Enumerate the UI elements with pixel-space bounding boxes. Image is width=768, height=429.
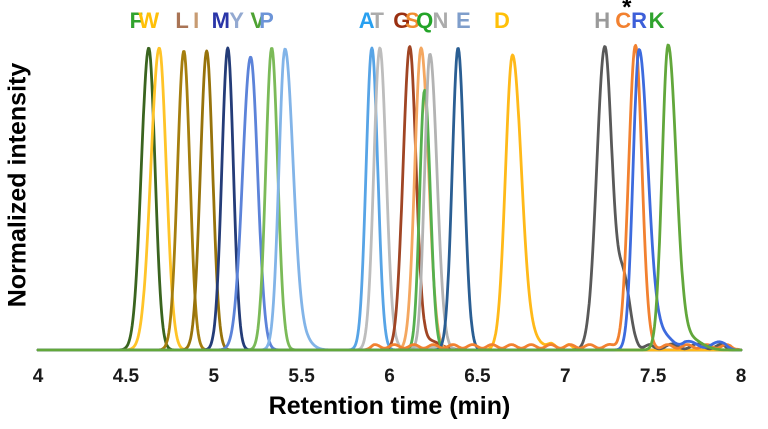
- x-axis-label: Retention time (min): [268, 392, 511, 420]
- analyte-label-C: C: [615, 8, 631, 33]
- x-tick-5: 5: [209, 366, 220, 387]
- analyte-label-T: T: [370, 8, 384, 33]
- analyte-label-H: H: [594, 8, 610, 33]
- analyte-label-D: D: [494, 8, 510, 33]
- y-axis-label: Normalized intensity: [3, 62, 32, 308]
- analyte-label-E: E: [456, 8, 471, 33]
- x-tick-4: 4: [33, 366, 44, 387]
- analyte-label-N: N: [433, 8, 449, 33]
- analyte-label-A: A: [359, 8, 375, 33]
- x-tick-6.5: 6.5: [464, 366, 491, 387]
- x-tick-5.5: 5.5: [288, 366, 315, 387]
- asterisk-annotation: *: [622, 0, 632, 21]
- analyte-label-M: M: [212, 8, 230, 33]
- analyte-label-Y: Y: [229, 8, 244, 33]
- trace-K: [36, 43, 743, 352]
- analyte-label-W: W: [138, 8, 159, 33]
- analyte-label-R: R: [631, 8, 647, 33]
- analyte-label-I: I: [193, 8, 199, 33]
- analyte-label-G: G: [393, 8, 410, 33]
- analyte-label-L: L: [175, 8, 188, 33]
- analyte-label-K: K: [649, 8, 665, 33]
- analyte-label-V: V: [250, 8, 265, 33]
- analyte-label-Q: Q: [416, 8, 433, 33]
- analyte-label-P: P: [259, 8, 274, 33]
- analyte-label-S: S: [405, 8, 420, 33]
- analyte-label-F: F: [130, 8, 143, 33]
- x-tick-7.5: 7.5: [640, 366, 667, 387]
- x-tick-7: 7: [560, 366, 571, 387]
- x-tick-6: 6: [384, 366, 395, 387]
- x-tick-8: 8: [736, 366, 747, 387]
- x-tick-4.5: 4.5: [113, 366, 140, 387]
